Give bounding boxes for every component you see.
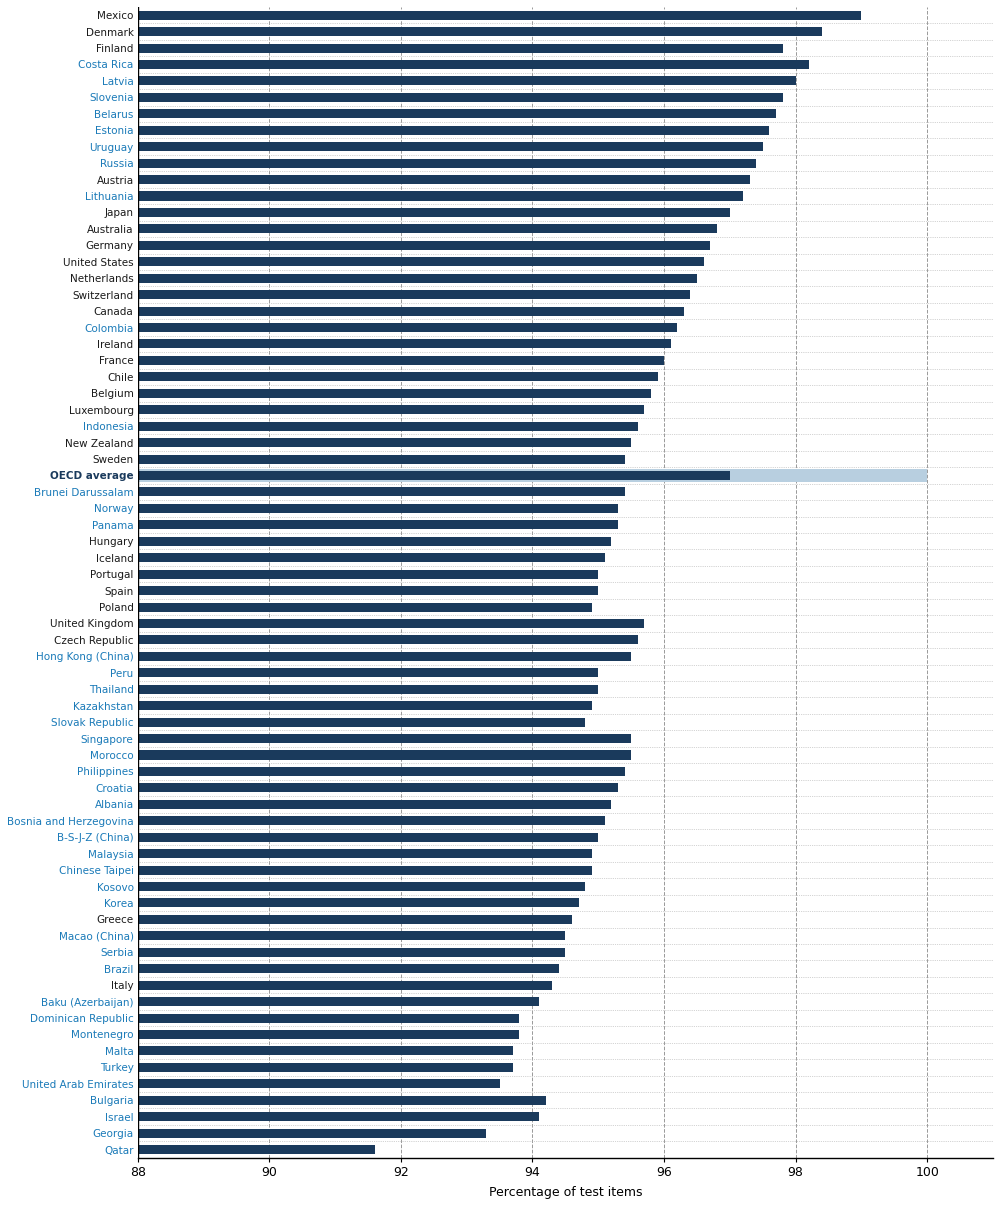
- Bar: [138, 636, 638, 644]
- Bar: [138, 718, 585, 727]
- Bar: [138, 472, 730, 480]
- Bar: [138, 651, 631, 661]
- Bar: [138, 964, 559, 973]
- Bar: [138, 159, 756, 168]
- Bar: [138, 1030, 519, 1040]
- Bar: [138, 1144, 375, 1154]
- X-axis label: Percentage of test items: Percentage of test items: [489, 1185, 642, 1199]
- Bar: [138, 701, 592, 710]
- Bar: [138, 1112, 539, 1122]
- Bar: [138, 487, 625, 497]
- Bar: [138, 93, 783, 101]
- Bar: [138, 455, 625, 463]
- Bar: [138, 339, 671, 349]
- Bar: [138, 685, 598, 693]
- Bar: [138, 27, 822, 36]
- Bar: [138, 980, 552, 990]
- Bar: [138, 60, 809, 69]
- Bar: [138, 619, 644, 628]
- Bar: [138, 291, 690, 299]
- Bar: [138, 11, 861, 19]
- Bar: [138, 504, 618, 513]
- Bar: [138, 816, 605, 825]
- Bar: [138, 800, 611, 809]
- Bar: [138, 323, 677, 332]
- Bar: [138, 274, 697, 282]
- Bar: [138, 373, 658, 381]
- Bar: [138, 554, 605, 562]
- Bar: [138, 356, 664, 365]
- Bar: [138, 422, 638, 431]
- Bar: [138, 1129, 486, 1137]
- Bar: [138, 1013, 519, 1023]
- Bar: [138, 257, 704, 267]
- Bar: [138, 1047, 513, 1055]
- Bar: [138, 832, 598, 842]
- Bar: [138, 76, 796, 86]
- Bar: [138, 668, 598, 678]
- Bar: [138, 207, 730, 217]
- Bar: [138, 224, 717, 234]
- Bar: [138, 849, 592, 859]
- Bar: [138, 1096, 546, 1105]
- Bar: [138, 569, 598, 579]
- Bar: [138, 866, 592, 874]
- Bar: [138, 1079, 500, 1088]
- Bar: [138, 915, 572, 924]
- Bar: [138, 306, 684, 316]
- Bar: [138, 192, 743, 200]
- Bar: [138, 750, 631, 760]
- Bar: [138, 405, 644, 414]
- Bar: [138, 468, 927, 482]
- Bar: [138, 241, 710, 250]
- Bar: [138, 175, 750, 185]
- Bar: [138, 438, 631, 447]
- Bar: [138, 784, 618, 792]
- Bar: [138, 898, 579, 907]
- Bar: [138, 586, 598, 595]
- Bar: [138, 767, 625, 775]
- Bar: [138, 931, 565, 941]
- Bar: [138, 125, 769, 135]
- Bar: [138, 948, 565, 956]
- Bar: [138, 110, 776, 118]
- Bar: [138, 734, 631, 743]
- Bar: [138, 43, 783, 53]
- Bar: [138, 997, 539, 1006]
- Bar: [138, 142, 763, 151]
- Bar: [138, 882, 585, 891]
- Bar: [138, 537, 611, 546]
- Bar: [138, 603, 592, 611]
- Bar: [138, 520, 618, 529]
- Bar: [138, 388, 651, 398]
- Bar: [138, 1062, 513, 1072]
